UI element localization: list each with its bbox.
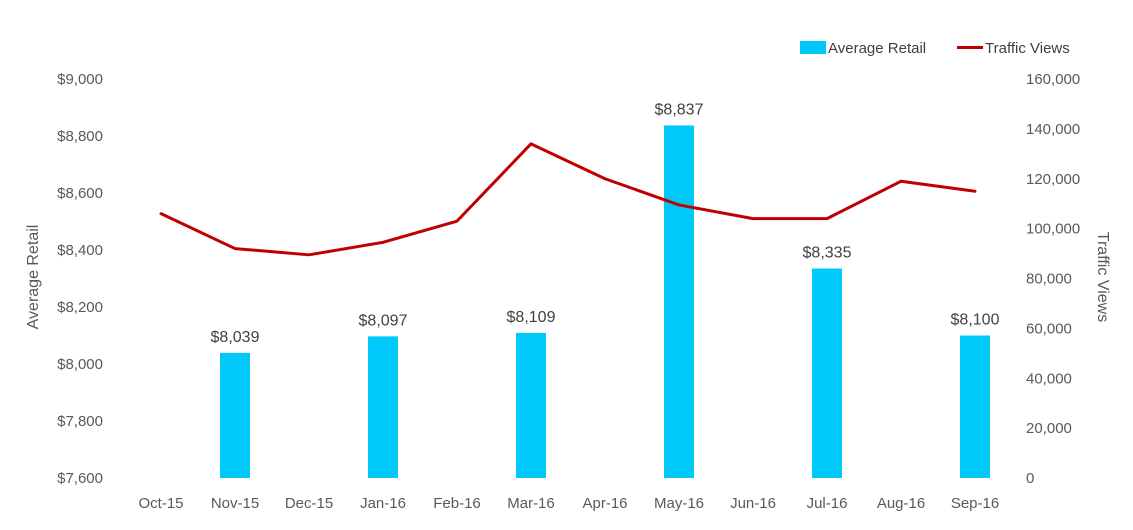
x-tick-label: Aug-16 (877, 495, 925, 512)
y-right-tick-label: 120,000 (1026, 171, 1080, 188)
y-left-tick-label: $7,800 (57, 413, 103, 430)
bar (960, 335, 990, 478)
legend-label-traffic-views: Traffic Views (985, 40, 1070, 57)
y-left-tick-label: $8,200 (57, 299, 103, 316)
y-left-tick-label: $8,000 (57, 356, 103, 373)
y-left-tick-label: $7,600 (57, 470, 103, 487)
bar-data-label: $8,837 (655, 101, 704, 118)
y-right-tick-label: 140,000 (1026, 121, 1080, 138)
x-tick-label: Sep-16 (951, 495, 999, 512)
bar-data-label: $8,039 (211, 329, 260, 346)
x-tick-label: Jun-16 (730, 495, 776, 512)
line-series-traffic-views (159, 142, 977, 257)
y-axis-left-title: Average Retail (25, 225, 42, 330)
y-left-tick-label: $8,600 (57, 185, 103, 202)
x-tick-label: Feb-16 (433, 495, 481, 512)
y-left-tick-label: $9,000 (57, 71, 103, 88)
x-tick-label: Nov-15 (211, 495, 259, 512)
legend: Average Retail Traffic Views (800, 40, 1070, 57)
x-tick-label: Jan-16 (360, 495, 406, 512)
x-tick-label: Apr-16 (582, 495, 627, 512)
y-right-tick-label: 60,000 (1026, 320, 1072, 337)
x-tick-label: Dec-15 (285, 495, 333, 512)
y-left-tick-label: $8,400 (57, 242, 103, 259)
x-tick-label: Oct-15 (138, 495, 183, 512)
y-axis-right: 0 20,000 40,000 60,000 80,000 100,000 120,000 1… (1026, 71, 1080, 487)
bar-data-label: $8,100 (951, 312, 1000, 329)
y-right-tick-label: 0 (1026, 470, 1034, 487)
bar (368, 336, 398, 478)
bar-data-label: $8,109 (507, 309, 556, 326)
y-right-tick-label: 20,000 (1026, 420, 1072, 437)
x-tick-label: Mar-16 (507, 495, 555, 512)
series-line (159, 142, 977, 257)
bar-data-label: $8,097 (359, 312, 408, 329)
bar (664, 125, 694, 478)
bar-data-label: $8,335 (803, 245, 852, 262)
bar (812, 268, 842, 478)
y-right-tick-label: 160,000 (1026, 71, 1080, 88)
y-right-tick-label: 40,000 (1026, 370, 1072, 387)
legend-label-average-retail: Average Retail (828, 40, 926, 57)
y-left-tick-label: $8,800 (57, 128, 103, 145)
bar (220, 352, 250, 478)
y-axis-left: $7,600 $7,800 $8,000 $8,200 $8,400 $8,600 $8,8… (57, 71, 103, 487)
bar-series-average-retail (220, 125, 990, 478)
x-tick-label: Jul-16 (807, 495, 848, 512)
y-right-tick-label: 80,000 (1026, 271, 1072, 288)
x-tick-label: May-16 (654, 495, 704, 512)
bar (516, 332, 546, 478)
y-axis-right-title: Traffic Views (1094, 232, 1111, 322)
legend-swatch-average-retail (800, 41, 826, 54)
y-right-tick-label: 100,000 (1026, 221, 1080, 238)
x-axis: Oct-15 Nov-15 Dec-15 Jan-16 Feb-16 Mar-16 Apr-… (138, 495, 999, 512)
bar-data-labels: $8,039 $8,097 $8,109 $8,837 $8,335 $8,100 (211, 101, 1000, 345)
